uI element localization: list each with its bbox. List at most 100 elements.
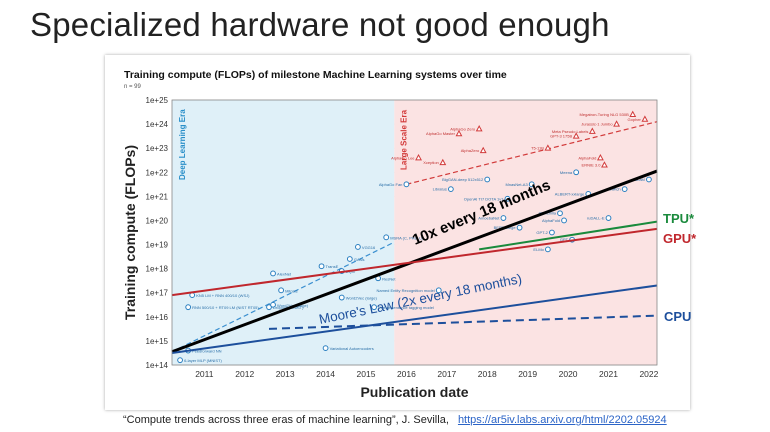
data-point-label: Word2Vec (large) <box>346 296 378 301</box>
citation: “Compute trends across three eras of mac… <box>123 414 667 426</box>
data-point-label: Libratus <box>433 187 447 192</box>
data-point <box>528 181 535 188</box>
y-axis-label: Training compute (FLOPs) <box>122 145 138 320</box>
x-tick-label: 2020 <box>559 369 578 379</box>
slide-title: Specialized hardware not good enough <box>30 6 610 43</box>
data-point-label: MSRA (C, PReLU) <box>390 235 424 240</box>
data-point <box>455 129 463 137</box>
data-point-label: Jurassic-1 Jumbo <box>581 122 613 127</box>
data-point-label: AmoebaNet <box>478 216 500 221</box>
data-point <box>588 127 596 134</box>
data-point <box>383 234 390 241</box>
deep-learning-era-label: Deep Learning Era <box>178 109 187 180</box>
data-point <box>646 176 652 183</box>
data-point <box>561 217 567 224</box>
data-point <box>601 161 608 168</box>
data-point <box>447 186 454 193</box>
compute-trend-chart: Deep Learning Era Large Scale Era 6-layer… <box>122 69 697 400</box>
data-point-label: Feedforward NN <box>192 349 221 354</box>
data-point-label: MnasNet-A3 <box>505 182 528 187</box>
x-tick-label: 2019 <box>518 369 537 379</box>
data-point <box>479 146 487 154</box>
y-tick-label: 1e+15 <box>146 337 169 346</box>
data-point-label: GPT <box>560 237 569 242</box>
x-tick-label: 2013 <box>276 369 295 379</box>
data-point <box>475 125 483 132</box>
y-tick-label: 1e+20 <box>146 216 169 225</box>
data-point-label: GLaM <box>634 177 645 182</box>
data-point-label: TransE <box>326 264 339 269</box>
data-point <box>516 224 523 231</box>
data-point-label: ELMo <box>533 247 544 252</box>
deep-learning-era-band <box>172 100 395 365</box>
data-point <box>613 120 621 127</box>
tpu-label: TPU* <box>663 211 695 226</box>
y-tick-label: 1e+23 <box>146 144 169 153</box>
data-point-label: KN5 LM + RNN 400/10 (WSJ) <box>196 293 250 298</box>
y-tick-label: 1e+24 <box>146 120 169 129</box>
data-point-label: AlphaGo Zero <box>450 126 476 131</box>
x-tick-label: 2021 <box>599 369 618 379</box>
data-point-label: AlphaFold <box>542 218 560 223</box>
large-scale-era-label: Large Scale Era <box>399 109 408 170</box>
data-point-label: Gopher <box>628 117 642 122</box>
data-point <box>318 263 325 270</box>
data-point-label: AlphaGo Fan <box>379 182 403 187</box>
data-point <box>504 195 511 202</box>
y-tick-label: 1e+16 <box>146 313 169 322</box>
data-point-label: GPT-2 <box>536 230 548 235</box>
data-point-label: Switch <box>609 187 621 192</box>
data-point-label: Part-of-sentence tagging model <box>378 305 434 310</box>
data-point <box>605 215 612 221</box>
y-tick-label: 1e+17 <box>146 289 169 298</box>
data-point <box>266 304 272 311</box>
y-tick-label: 1e+14 <box>146 361 169 370</box>
y-tick-label: 1e+25 <box>146 96 169 105</box>
cpu-label: CPU <box>664 309 691 324</box>
data-point-label: AlexNet <box>277 271 292 276</box>
data-point-label: ALBERT-xxlarge <box>555 191 585 196</box>
data-point <box>549 229 555 236</box>
chart-title: Training compute (FLOPs) of milestone Ma… <box>124 69 507 81</box>
x-tick-label: 2015 <box>357 369 376 379</box>
data-point-label: ruDALL-E <box>587 216 605 221</box>
data-point <box>270 270 276 277</box>
x-tick-label: 2017 <box>437 369 456 379</box>
data-point-label: BigGAN-deep 512x512 <box>442 177 484 182</box>
data-point <box>484 176 491 183</box>
data-point-label: Named Entity Recognition model <box>376 288 434 293</box>
tpu-trend-line <box>479 220 658 251</box>
data-point <box>177 357 183 364</box>
data-point <box>371 304 377 311</box>
data-point <box>500 215 507 221</box>
data-point <box>270 301 276 308</box>
data-point-label: AlphaGo Master <box>426 131 456 136</box>
y-tick-label: 1e+21 <box>146 192 169 201</box>
data-point-label: AlphaFold <box>578 155 596 160</box>
data-point <box>621 186 628 193</box>
x-tick-label: 2011 <box>195 369 214 379</box>
data-point <box>403 181 410 188</box>
data-point <box>346 256 353 262</box>
data-point-label: ERNIE 3.0 <box>582 163 602 168</box>
data-point-label: Mitosis <box>285 288 297 293</box>
citation-link[interactable]: https://ar5iv.labs.arxiv.org/html/2202.0… <box>457 414 667 426</box>
data-point <box>573 169 580 176</box>
data-point <box>596 153 604 161</box>
data-point-label: GPT-3 175B <box>550 134 572 139</box>
data-point <box>278 287 285 294</box>
data-point <box>557 210 563 217</box>
x-tick-label: 2016 <box>397 369 416 379</box>
gpu-trend-line <box>171 227 658 297</box>
citation-text: “Compute trends across three eras of mac… <box>123 414 449 426</box>
y-tick-label: 1e+19 <box>146 241 169 250</box>
x-axis-label: Publication date <box>360 384 468 400</box>
data-point <box>322 345 329 352</box>
data-point-label: OpenAI TI7 DOTA 1v1 <box>464 196 504 201</box>
chart-subtitle: n = 99 <box>124 84 142 90</box>
data-point-label: AlphaGo Lee <box>391 155 415 160</box>
plot-frame <box>171 99 658 366</box>
data-point-label: Megatron-Turing NLG 530B <box>580 112 630 117</box>
data-point-label: GANs <box>354 257 365 262</box>
data-point-label: T5-11B <box>531 146 544 151</box>
